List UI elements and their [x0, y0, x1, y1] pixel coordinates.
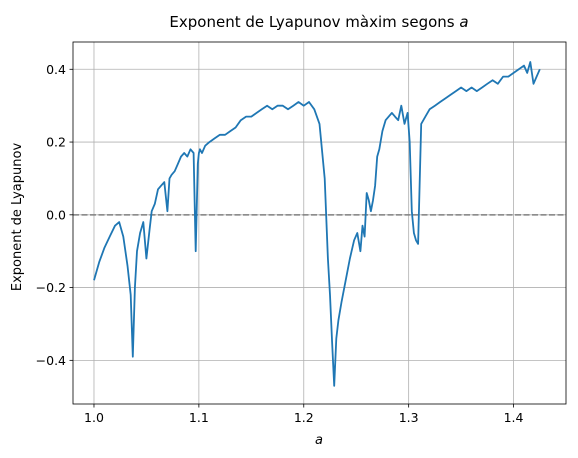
y-tick-label: −0.2	[36, 280, 66, 295]
chart-title: Exponent de Lyapunov màxim segons a	[169, 13, 468, 31]
x-tick-label: 1.4	[504, 410, 524, 425]
series-layer	[93, 61, 541, 387]
plot-frame	[72, 41, 567, 405]
y-tick-label: 0.0	[46, 207, 66, 222]
x-axis-label: a	[315, 433, 323, 448]
x-tick-label: 1.0	[84, 410, 104, 425]
y-axis-label: Exponent de Lyapunov	[10, 143, 25, 292]
y-tick-label: 0.2	[46, 135, 66, 150]
x-tick-label: 1.1	[189, 410, 209, 425]
y-tick-label: 0.4	[46, 62, 66, 77]
y-tick-label: −0.4	[36, 353, 66, 368]
series-line	[93, 61, 541, 387]
x-tick-label: 1.3	[399, 410, 419, 425]
grid	[73, 42, 566, 404]
y-axis-ticks: −0.4 −0.2 0.0 0.2 0.4	[36, 62, 73, 368]
chart-title-variable: a	[459, 13, 468, 31]
x-tick-label: 1.2	[294, 410, 314, 425]
x-axis-ticks: 1.0 1.1 1.2 1.3 1.4	[84, 404, 524, 425]
